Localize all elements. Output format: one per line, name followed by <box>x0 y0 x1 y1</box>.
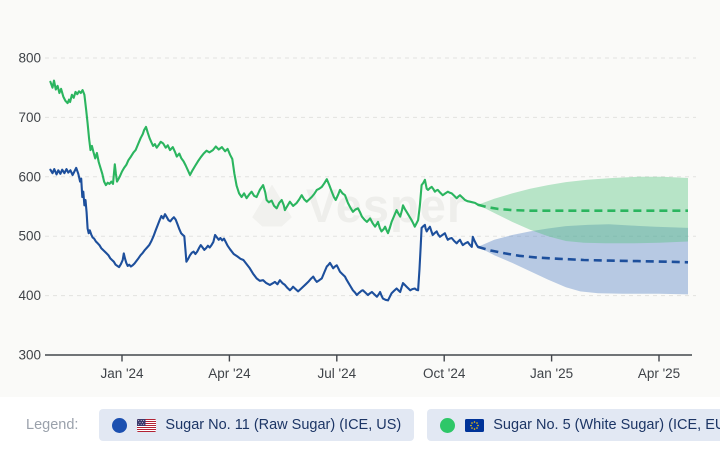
svg-text:700: 700 <box>18 110 41 125</box>
legend-item-label: Sugar No. 11 (Raw Sugar) (ICE, US) <box>165 417 402 433</box>
svg-text:300: 300 <box>18 348 41 363</box>
svg-text:400: 400 <box>18 288 41 303</box>
svg-text:500: 500 <box>18 229 41 244</box>
us-flag-icon <box>137 418 157 432</box>
legend-item-sugar-no-11[interactable]: Sugar No. 11 (Raw Sugar) (ICE, US) <box>99 409 415 441</box>
svg-text:600: 600 <box>18 169 41 184</box>
svg-text:Jan '25: Jan '25 <box>530 366 573 381</box>
legend-row: Legend: Sugar No. 11 (Raw Sugar) (ICE, U… <box>0 397 720 453</box>
svg-text:Jan '24: Jan '24 <box>100 366 144 381</box>
svg-text:Jul '24: Jul '24 <box>317 366 356 381</box>
svg-text:Apr '24: Apr '24 <box>208 366 251 381</box>
legend-label: Legend: <box>26 417 79 433</box>
svg-text:800: 800 <box>18 51 41 66</box>
legend-item-label: Sugar No. 5 (White Sugar) (ICE, EU) <box>493 417 720 433</box>
legend-item-sugar-no-5[interactable]: Sugar No. 5 (White Sugar) (ICE, EU) <box>427 409 720 441</box>
svg-text:Apr '25: Apr '25 <box>638 366 680 381</box>
green-series-marker <box>440 417 456 433</box>
chart-area: Vesper Jan '24 Apr '24 Jul '24 Oct '24 Jan '… <box>0 0 720 397</box>
blue-series-marker <box>112 417 128 433</box>
eu-flag-icon <box>465 418 485 432</box>
svg-text:Oct '24: Oct '24 <box>423 366 466 381</box>
price-line-chart[interactable]: Jan '24 Apr '24 Jul '24 Oct '24 Jan '25 Apr '… <box>0 0 720 397</box>
